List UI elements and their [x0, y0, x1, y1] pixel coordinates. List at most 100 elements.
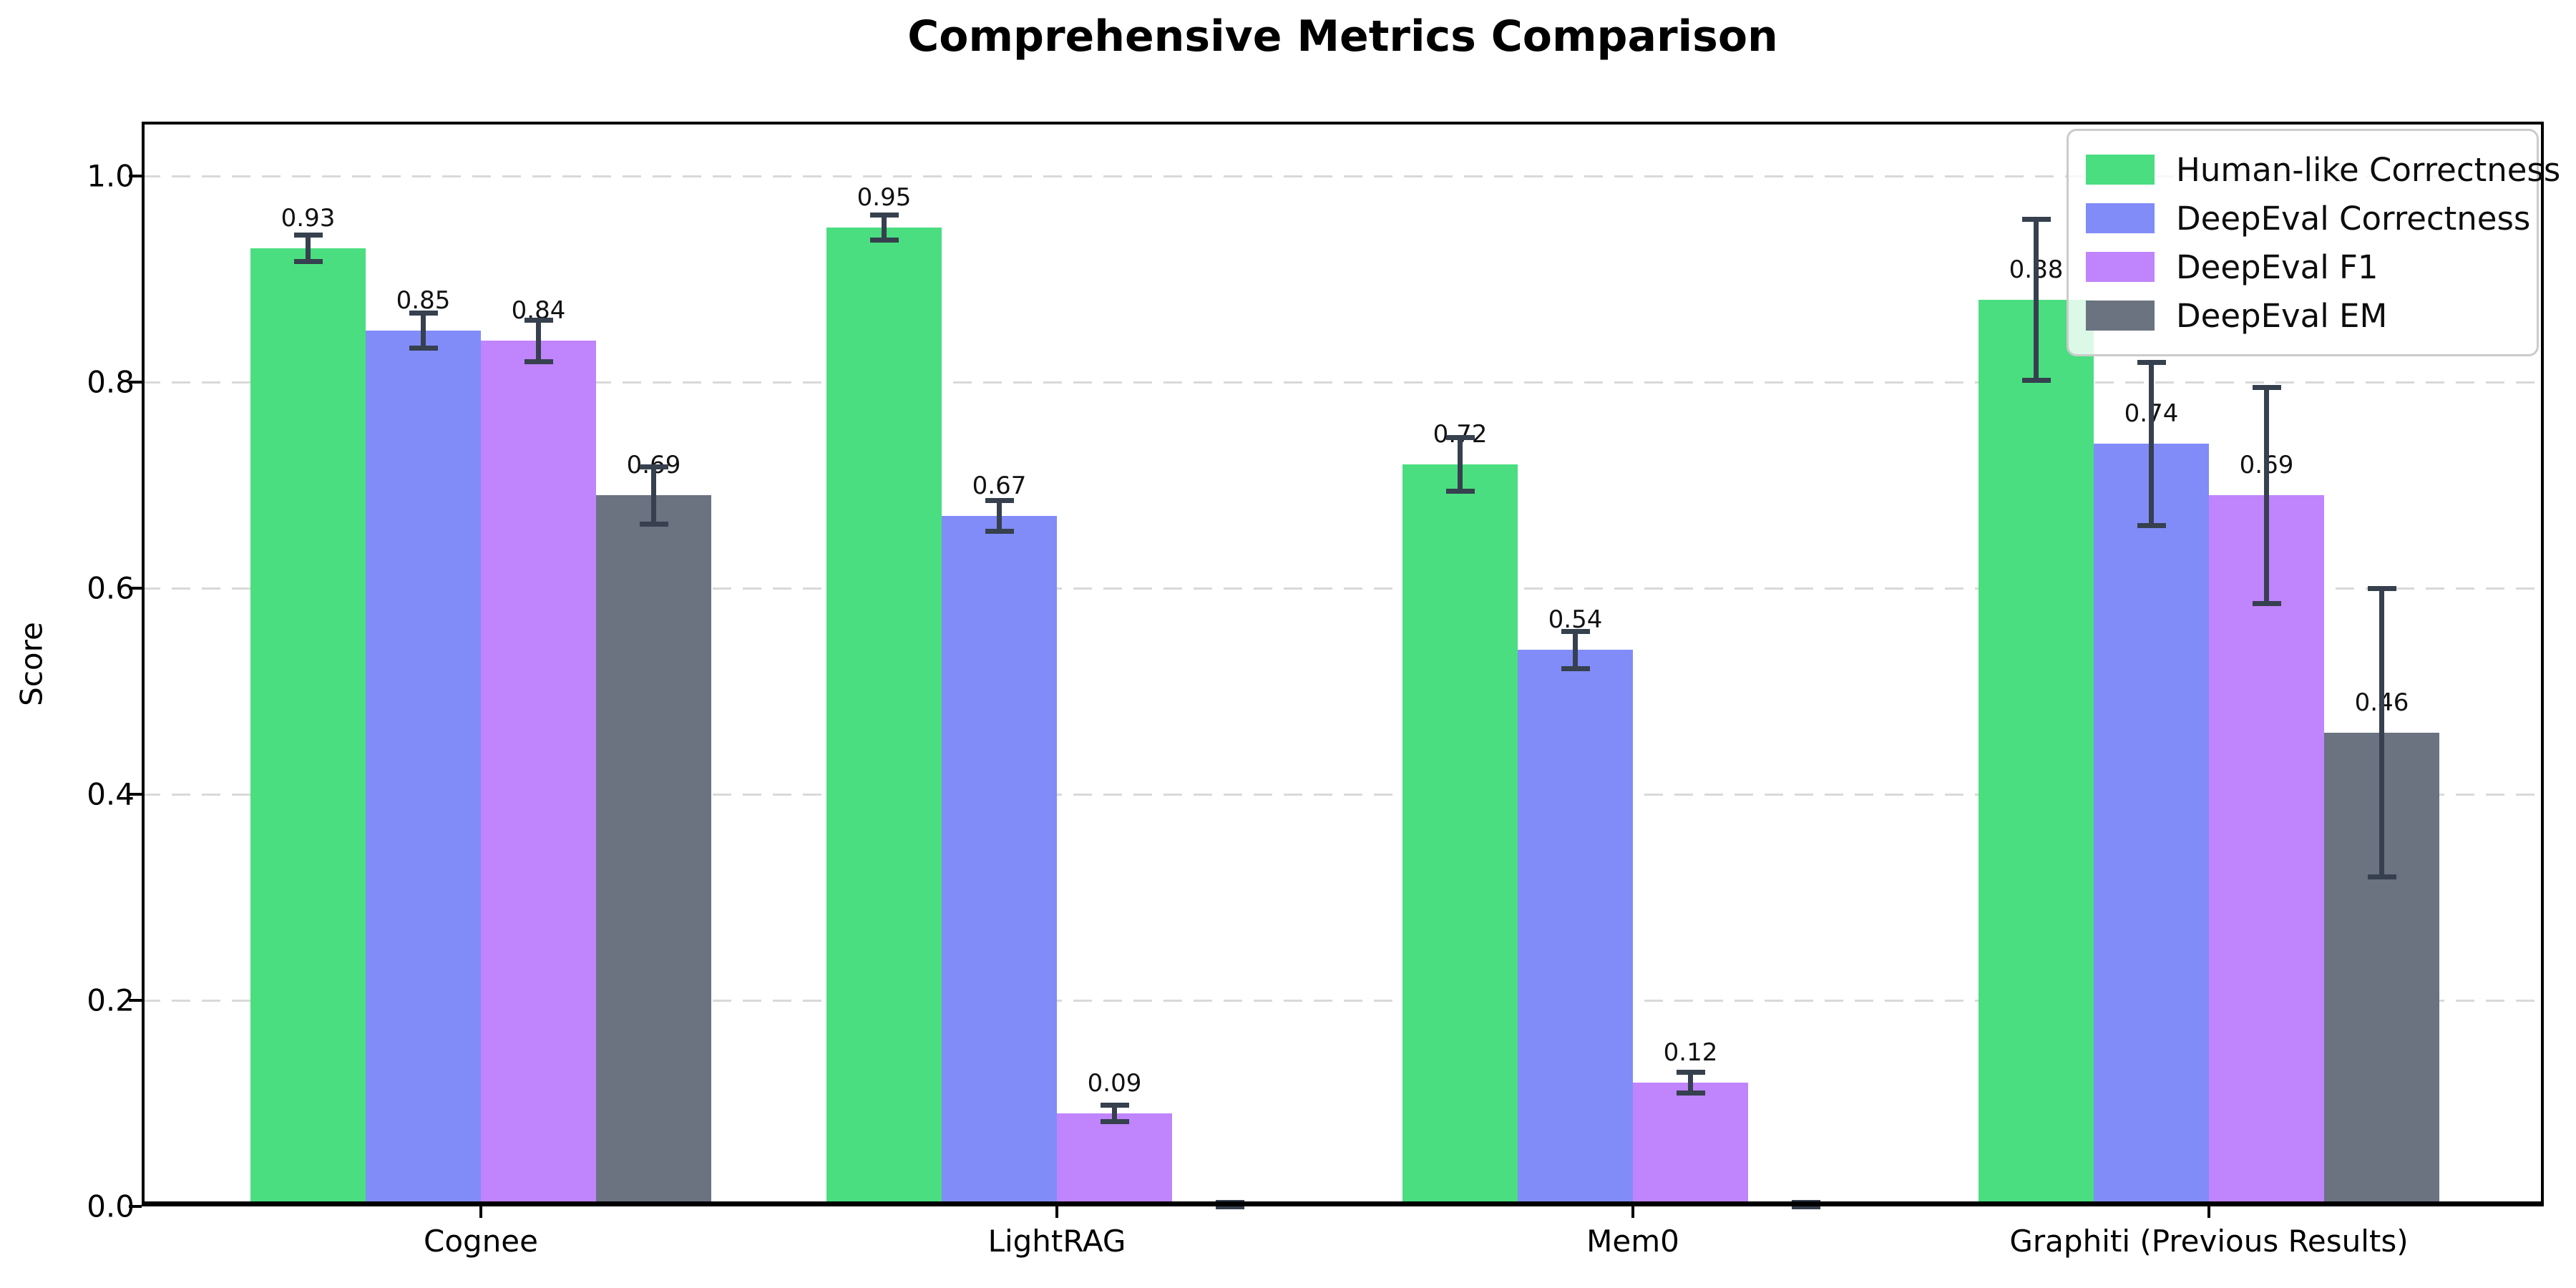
errorbar-cap-bottom: [524, 358, 553, 364]
errorbar-cap-top: [524, 318, 553, 323]
errorbar-cap-top: [2252, 384, 2281, 390]
errorbar-cap-top: [1676, 1070, 1705, 1075]
bar-deepeval-correctness-0: [366, 331, 481, 1206]
bar-human-like-correctness-2: [1402, 464, 1518, 1206]
errorbar-cap-bottom: [1100, 1119, 1129, 1125]
errorbar-cap-top: [2367, 585, 2396, 591]
legend-label: DeepEval Correctness: [2176, 199, 2531, 238]
bar-human-like-correctness-3: [1979, 299, 2094, 1206]
errorbar-line: [651, 467, 656, 525]
errorbar-cap-bottom: [869, 237, 899, 243]
y-tick-label-0.2: 0.2: [87, 982, 135, 1018]
errorbar-cap-bottom: [1791, 1204, 1820, 1209]
bar-human-like-correctness-0: [250, 248, 366, 1206]
errorbar-cap-top: [409, 311, 438, 316]
legend: Human-like Correctness DeepEval Correctne…: [2067, 129, 2560, 356]
x-tick-label-3: Graphiti (Previous Results): [2009, 1224, 2409, 1259]
y-tick-mark-0.8: [129, 381, 142, 384]
y-tick-label-0.0: 0.0: [87, 1189, 135, 1224]
errorbar-line: [1458, 437, 1463, 492]
errorbar-cap-top: [1445, 435, 1475, 441]
y-tick-mark-1.0: [129, 175, 142, 177]
x-tick-mark-3: [2207, 1206, 2210, 1218]
plot-area: 0.930.950.720.880.850.670.540.740.840.09…: [142, 122, 2544, 1209]
errorbar-cap-bottom: [985, 529, 1014, 535]
errorbar-cap-bottom: [1676, 1091, 1705, 1096]
legend-item-deepeval-f1: DeepEval F1: [2086, 243, 2515, 291]
y-tick-mark-0.4: [129, 793, 142, 796]
value-label: 0.95: [857, 183, 912, 212]
y-tick-mark-0.2: [129, 999, 142, 1002]
bar-deepeval-f1-3: [2209, 495, 2324, 1206]
x-tick-mark-2: [1631, 1206, 1634, 1218]
errorbar-cap-bottom: [293, 259, 323, 265]
legend-item-deepeval-correctness: DeepEval Correctness: [2086, 194, 2530, 243]
legend-label: Human-like Correctness: [2176, 150, 2561, 189]
x-tick-label-1: LightRAG: [987, 1224, 1126, 1259]
errorbar-cap-bottom: [639, 522, 668, 527]
errorbar-line: [2149, 362, 2154, 526]
legend-swatch: [2086, 155, 2155, 185]
y-tick-label-1.0: 1.0: [87, 158, 135, 194]
errorbar-cap-bottom: [2367, 874, 2396, 879]
gridline-0.2: [142, 999, 2544, 1002]
x-tick-label-2: Mem0: [1586, 1224, 1679, 1259]
errorbar-line: [2264, 387, 2269, 604]
legend-swatch: [2086, 203, 2155, 233]
errorbar-cap-bottom: [1561, 665, 1590, 671]
axis-spine-bottom: [142, 1201, 2544, 1206]
value-label: 0.85: [396, 286, 451, 315]
errorbar-cap-bottom: [1445, 489, 1475, 494]
x-tick-mark-0: [479, 1206, 482, 1218]
gridline-0.4: [142, 793, 2544, 796]
axis-spine-right: [2541, 122, 2544, 1206]
bar-deepeval-correctness-3: [2094, 444, 2209, 1206]
bar-deepeval-f1-1: [1057, 1113, 1172, 1206]
errorbar-line: [2034, 219, 2039, 381]
bar-deepeval-em-0: [596, 495, 711, 1206]
axis-spine-top: [142, 122, 2544, 125]
bar-human-like-correctness-1: [826, 228, 942, 1206]
errorbar-line: [2379, 588, 2384, 877]
bar-deepeval-f1-0: [481, 341, 596, 1206]
errorbar-cap-top: [293, 232, 323, 238]
errorbar-cap-bottom: [2021, 377, 2051, 383]
axis-spine-left: [142, 122, 145, 1206]
legend-label: DeepEval EM: [2176, 296, 2388, 335]
errorbar-cap-top: [1100, 1103, 1129, 1108]
errorbar-line: [306, 235, 311, 262]
y-tick-label-0.6: 0.6: [87, 570, 135, 606]
legend-swatch: [2086, 301, 2155, 331]
legend-swatch: [2086, 252, 2155, 282]
value-label: 0.12: [1663, 1038, 1718, 1068]
legend-item-human-like-correctness: Human-like Correctness: [2086, 145, 2560, 194]
value-label: 0.93: [280, 203, 336, 233]
errorbar-line: [882, 215, 887, 240]
errorbar-cap-bottom: [2137, 522, 2166, 528]
x-tick-label-0: Cognee: [424, 1224, 538, 1259]
errorbar-cap-top: [639, 464, 668, 469]
y-tick-mark-0.0: [129, 1205, 142, 1208]
errorbar-cap-top: [985, 498, 1014, 504]
errorbar-cap-bottom: [409, 345, 438, 351]
errorbar-line: [536, 320, 541, 362]
gridline-1.0: [142, 175, 2544, 177]
legend-item-deepeval-em: DeepEval EM: [2086, 291, 2515, 340]
y-tick-label-0.8: 0.8: [87, 364, 135, 400]
bar-deepeval-f1-2: [1633, 1083, 1748, 1206]
legend-label: DeepEval F1: [2176, 248, 2379, 286]
errorbar-line: [1573, 631, 1578, 669]
y-tick-mark-0.6: [129, 587, 142, 590]
errorbar-line: [421, 313, 426, 348]
gridline-0.8: [142, 381, 2544, 384]
errorbar-line: [997, 500, 1002, 532]
value-label: 0.67: [972, 472, 1027, 501]
errorbar-cap-top: [1561, 628, 1590, 634]
errorbar-cap-top: [2021, 216, 2051, 222]
y-axis-label: Score: [14, 622, 49, 706]
bar-deepeval-correctness-2: [1518, 650, 1633, 1206]
chart-title: Comprehensive Metrics Comparison: [907, 11, 1778, 62]
errorbar-cap-top: [2137, 360, 2166, 366]
gridline-0.6: [142, 587, 2544, 590]
